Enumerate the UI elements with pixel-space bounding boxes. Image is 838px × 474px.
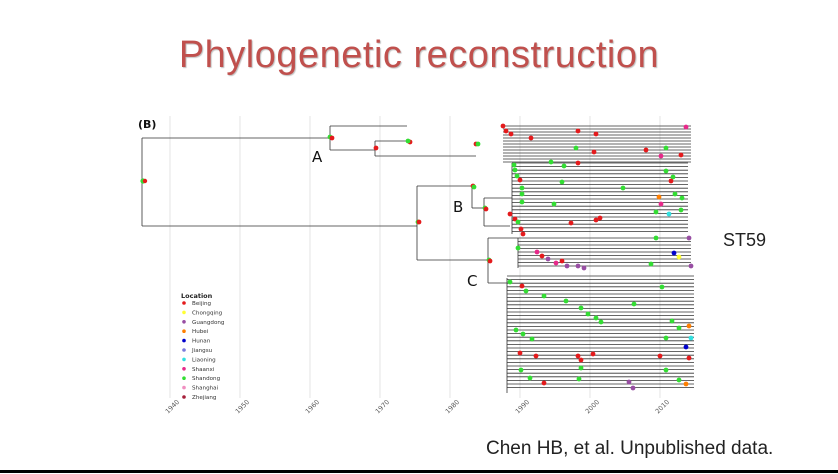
tick-label-2010: 2010 [654, 398, 671, 415]
axis-tick-labels: 1940 1950 1960 1970 1980 1990 2000 2010 [164, 398, 671, 415]
legend-swatch-2 [182, 320, 186, 324]
legend-swatch-3 [182, 329, 186, 333]
clade-label-b: B [453, 198, 463, 216]
legend-entry-10: Zhejiang [192, 395, 217, 401]
legend-entry-5: Jiangsu [191, 348, 213, 354]
phylogenetic-tree-figure: (B) A B C 1940 1950 1960 1970 1980 1990 2000 20… [126, 108, 706, 438]
legend-swatch-1 [182, 310, 186, 315]
location-legend: Location Beijing Chongqing Guangdong Hubei H… [181, 292, 225, 401]
tick-label-1990: 1990 [514, 398, 531, 415]
legend-entry-3: Hubei [192, 329, 209, 335]
legend-swatch-10 [182, 395, 186, 399]
legend-entry-2: Guangdong [192, 320, 225, 326]
tick-label-1950: 1950 [234, 398, 251, 415]
legend-title: Location [181, 292, 213, 300]
bottom-rule [0, 470, 838, 473]
tick-label-1970: 1970 [374, 398, 391, 415]
legend-entry-8: Shandong [192, 376, 221, 382]
legend-swatch-9 [182, 385, 186, 390]
phylogenetic-tree: (B) A B C 1940 1950 1960 1970 1980 1990 2000 20… [138, 116, 694, 415]
legend-entry-9: Shanghai [192, 386, 219, 392]
legend-entry-0: Beijing [192, 301, 211, 307]
legend-swatch-7 [182, 367, 186, 371]
slide-caption: Chen HB, et al. Unpublished data. [486, 438, 774, 459]
st59-label: ST59 [723, 230, 767, 250]
legend-entry-4: Hunan [192, 339, 211, 345]
legend-swatch-5 [182, 348, 186, 352]
tick-label-1960: 1960 [304, 398, 321, 415]
legend-entry-6: Liaoning [192, 357, 216, 363]
year-gridlines [169, 116, 661, 398]
clade-label-c: C [467, 272, 477, 290]
tree-branches [141, 125, 694, 393]
legend-swatch-6 [182, 357, 186, 362]
tick-label-2000: 2000 [584, 398, 601, 415]
legend-swatch-0 [182, 301, 186, 305]
clade-label-a: A [312, 148, 323, 166]
legend-entry-1: Chongqing [192, 310, 223, 316]
tick-label-1940: 1940 [164, 398, 181, 415]
legend-swatch-8 [182, 376, 186, 381]
legend-entry-7: Shaanxi [192, 367, 215, 373]
slide-title: Phylogenetic reconstruction [178, 34, 660, 76]
panel-label: (B) [138, 118, 156, 131]
legend-swatch-4 [182, 338, 186, 343]
tick-label-1980: 1980 [444, 398, 461, 415]
tree-nodes [140, 123, 694, 391]
